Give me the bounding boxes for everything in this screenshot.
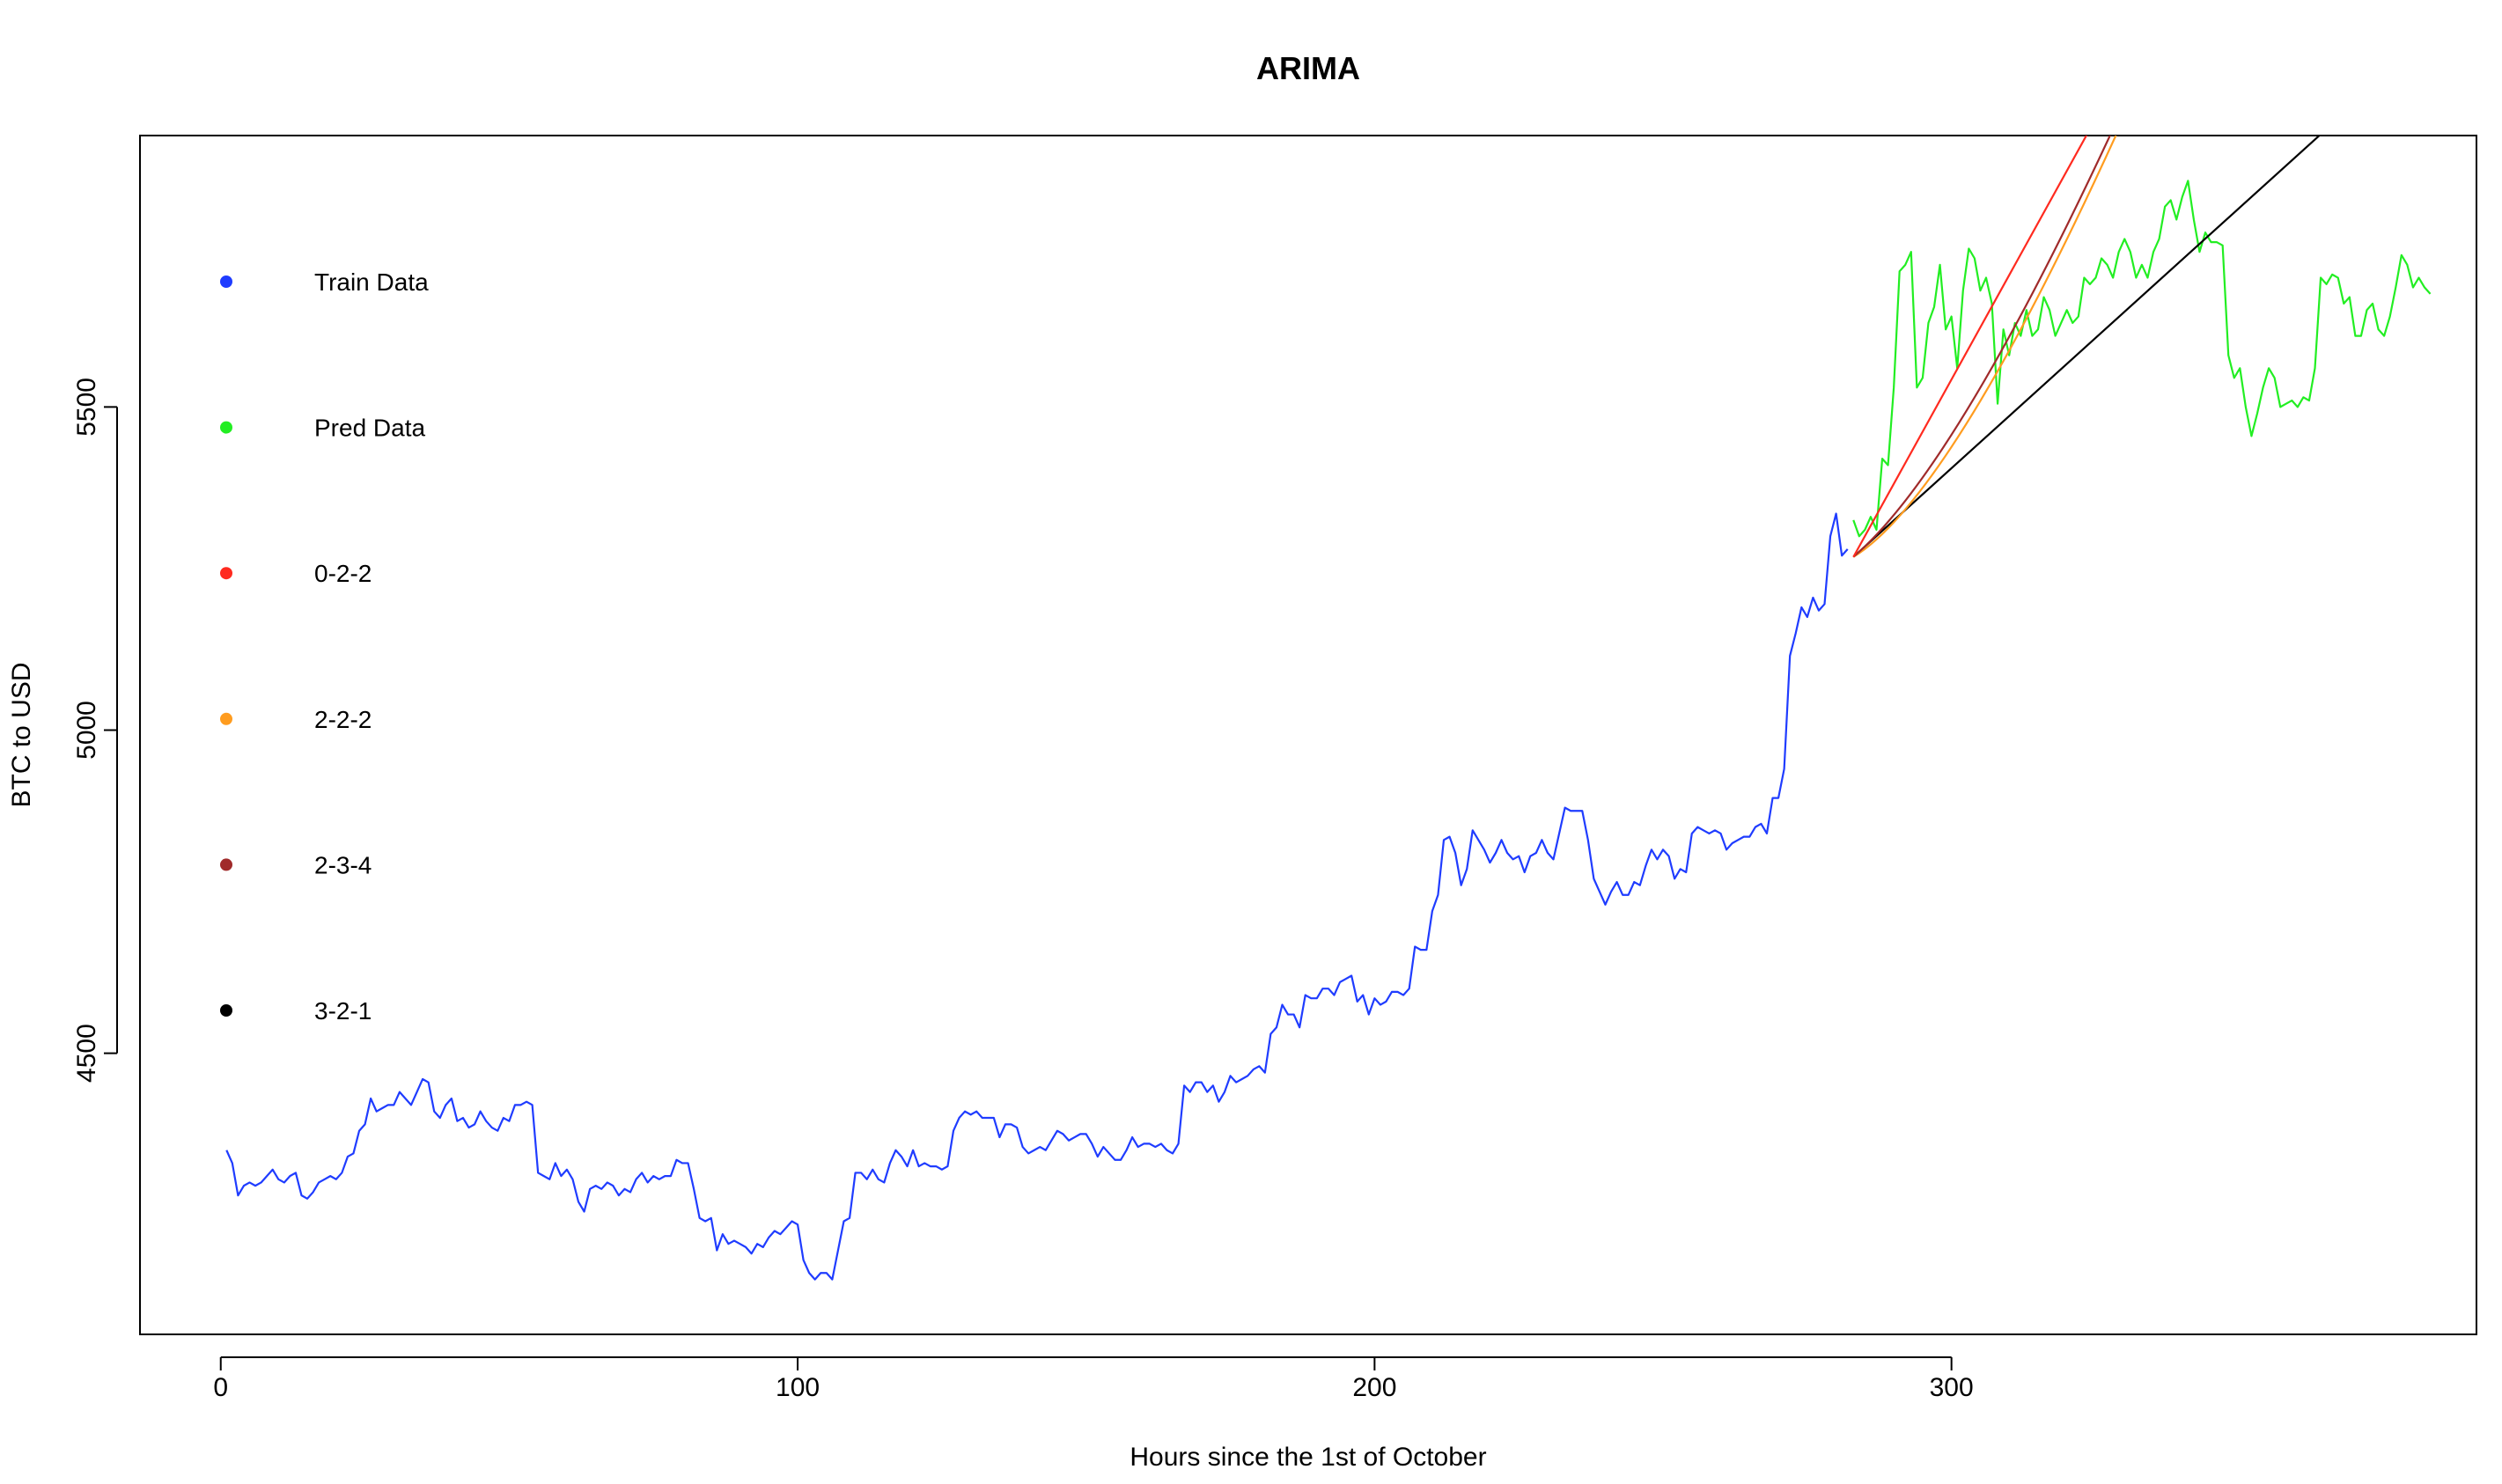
legend-label: 2-2-2 (314, 706, 372, 733)
x-tick-label: 0 (213, 1373, 228, 1402)
legend-marker (220, 858, 232, 871)
y-axis-label: BTC to USD (7, 662, 36, 807)
legend-label: Train Data (314, 268, 429, 296)
series-line-train-data (225, 512, 1849, 1281)
y-axis: 4500 5000 5500 (72, 378, 118, 1083)
legend-label: 0-2-2 (314, 560, 372, 587)
x-axis: 0 100 200 300 (213, 1356, 1974, 1402)
series-line-pred-data (1852, 180, 2432, 538)
x-tick-label: 200 (1352, 1373, 1396, 1402)
y-tick-label: 4500 (72, 1024, 101, 1083)
legend-marker (220, 421, 232, 434)
series-line-3-2-1 (1852, 136, 2322, 558)
legend-label: Pred Data (314, 415, 425, 442)
legend-label: 3-2-1 (314, 997, 372, 1025)
chart-title: ARIMA (1256, 50, 1360, 86)
x-axis-label: Hours since the 1st of October (1130, 1443, 1486, 1472)
x-tick-label: 300 (1930, 1373, 1974, 1402)
y-tick-label: 5000 (72, 701, 101, 760)
legend-marker (220, 1004, 232, 1017)
x-tick-label: 100 (776, 1373, 820, 1402)
legend-marker (220, 567, 232, 580)
plot-frame (139, 135, 2477, 1335)
series-line-2-2-2 (1852, 136, 2117, 558)
legend-marker (220, 712, 232, 725)
legend-marker (220, 275, 232, 288)
plot-area (225, 136, 2432, 1281)
y-tick-label: 5500 (72, 378, 101, 437)
series-line-2-3-4 (1852, 136, 2111, 558)
series-line-0-2-2 (1852, 136, 2088, 558)
legend-label: 2-3-4 (314, 851, 372, 878)
legend: Train Data Pred Data 0-2-2 2-2-2 2-3-4 3-2-1 (220, 268, 429, 1025)
